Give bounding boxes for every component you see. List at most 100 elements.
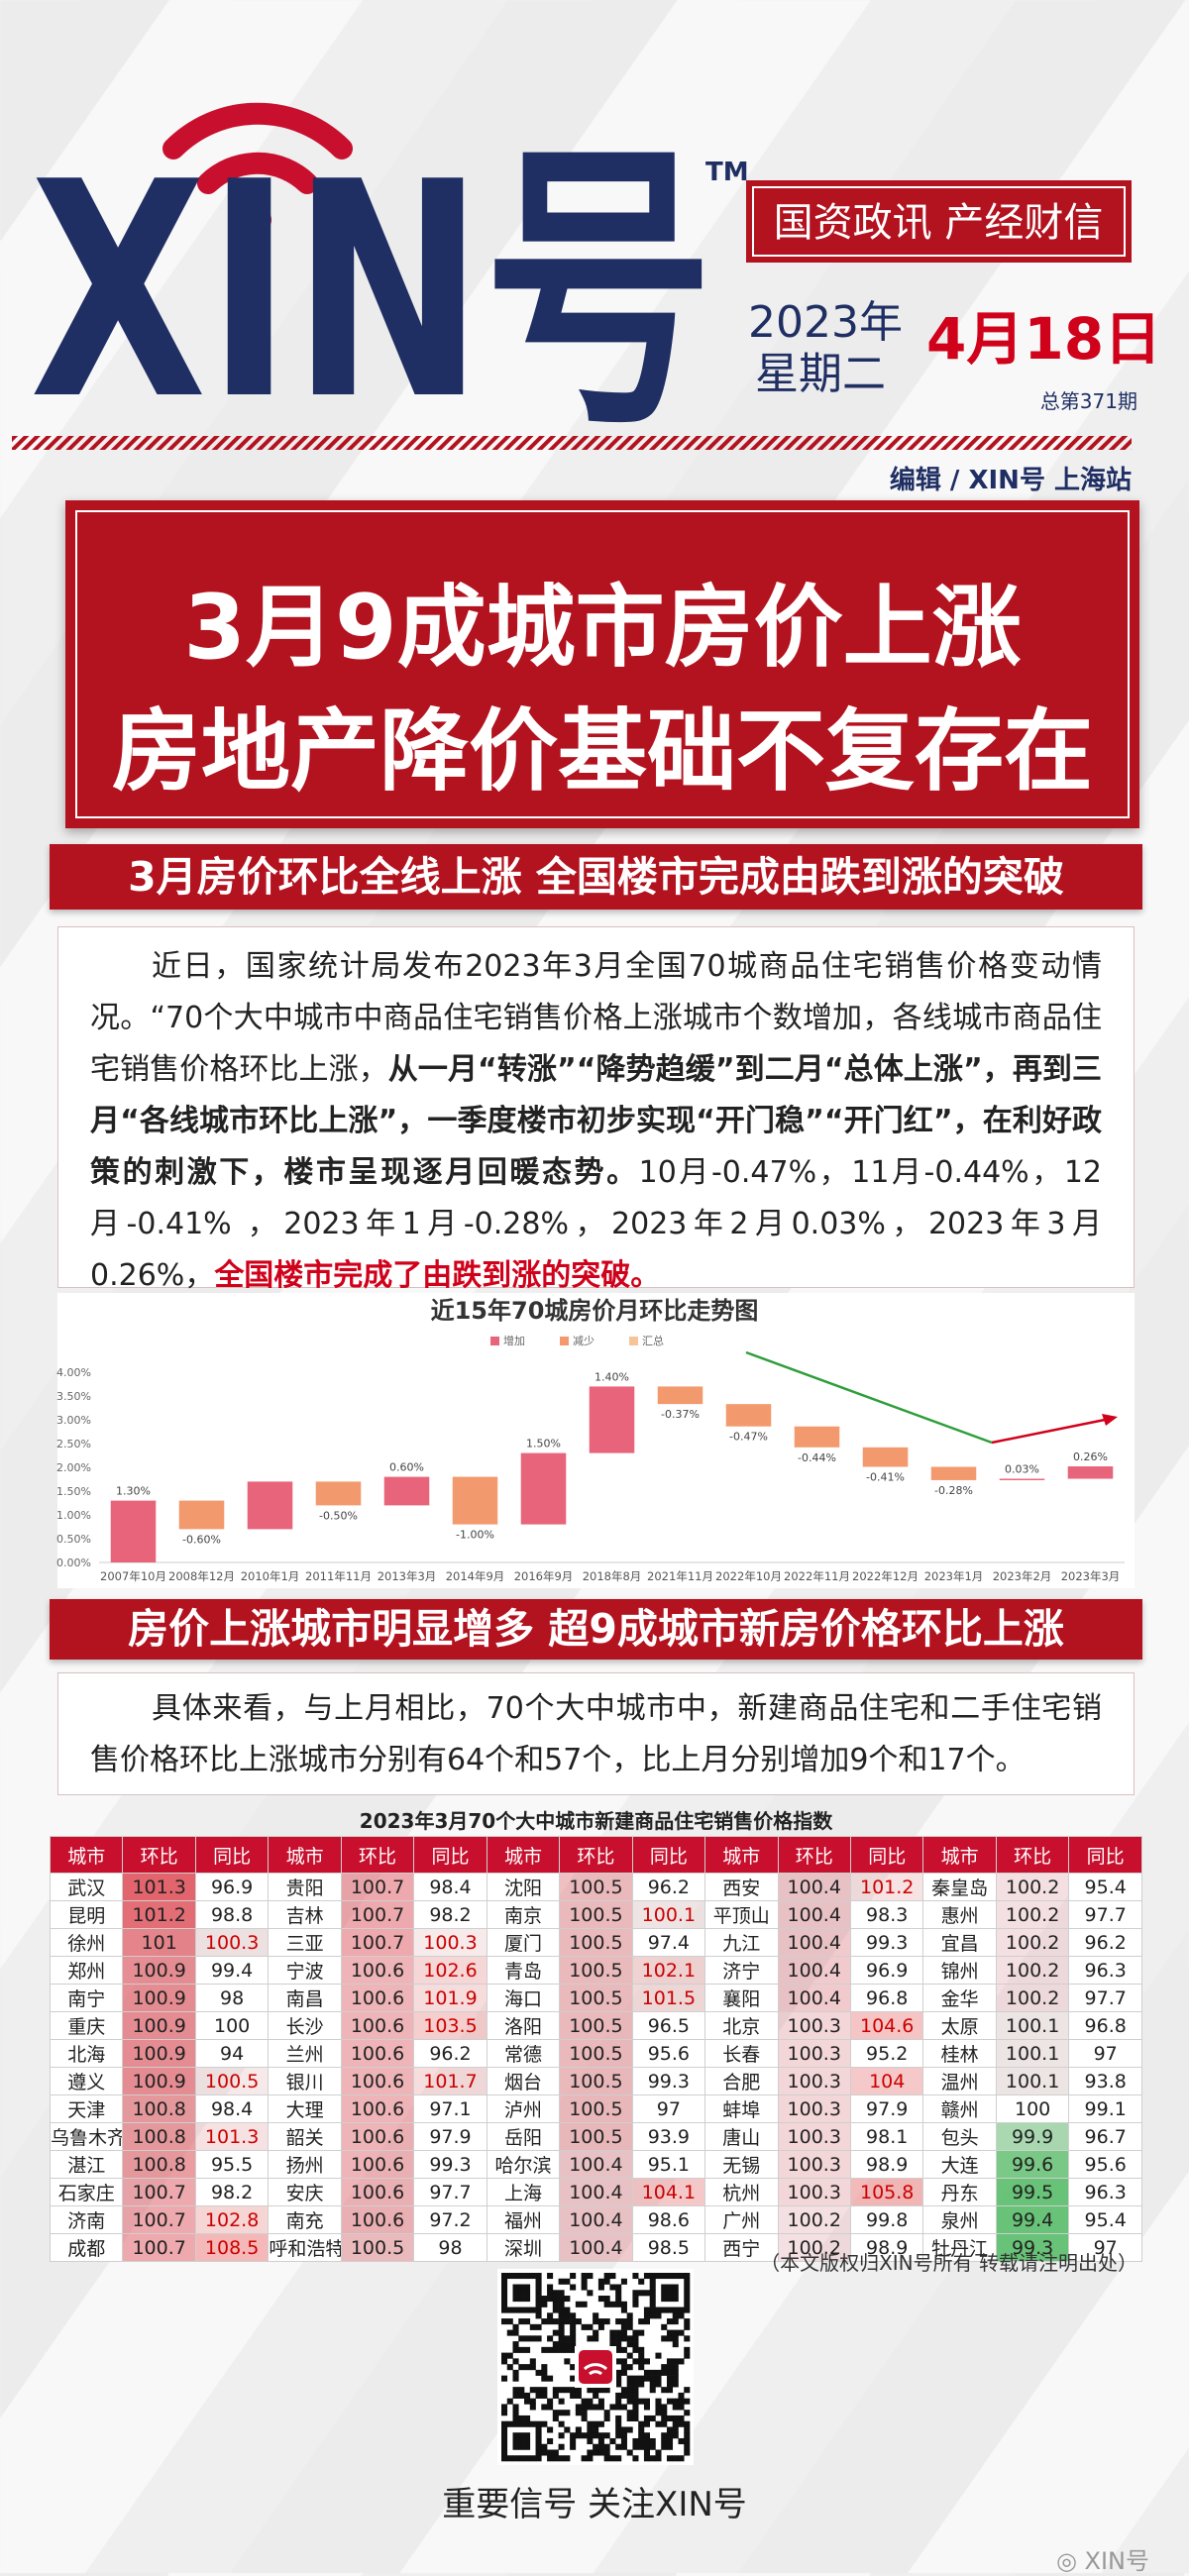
copyright: （本文版权归XIN号所有 转载请注明出处）	[760, 2251, 1137, 2275]
table-cell: 98.2	[194, 2178, 270, 2206]
bar	[315, 1481, 362, 1506]
table-cell: 洛阳	[486, 2011, 561, 2040]
table-cell: 100.8	[122, 2122, 196, 2151]
x-tick-label: 2023年2月	[993, 1569, 1052, 1583]
y-tick-label: 1.00%	[56, 1509, 91, 1522]
x-tick-label: 2023年3月	[1061, 1569, 1121, 1583]
table-cell: 101.7	[413, 2067, 487, 2095]
value-label: -0.47%	[729, 1431, 768, 1444]
x-tick-label: 2007年10月	[100, 1569, 166, 1583]
table-cell: 昆明	[49, 1900, 124, 1929]
table-cell: 98.4	[413, 1873, 487, 1901]
table-cell: 锦州	[922, 1956, 997, 1985]
table-cell: 100.6	[340, 2150, 415, 2179]
header-cell: 城市	[268, 1836, 342, 1874]
table-cell: 95.6	[631, 2039, 706, 2068]
table-cell: 金华	[922, 1984, 997, 2012]
bar	[589, 1386, 635, 1453]
table-cell: 101.2	[122, 1900, 196, 1929]
table-cell: 常德	[486, 2039, 561, 2068]
table-cell: 南京	[486, 1900, 561, 1929]
slogan-box	[746, 180, 1132, 263]
table-cell: 岳阳	[486, 2122, 561, 2151]
table-cell: 97.2	[413, 2205, 487, 2234]
table-cell: 100.1	[631, 1900, 706, 1929]
table-cell: 100.2	[995, 1873, 1070, 1901]
paragraph: 具体来看，与上月相比，70个大中城市中，新建商品住宅和二手住宅销售价格环比上涨城…	[57, 1672, 1135, 1795]
table-cell: 96.9	[849, 1956, 924, 1985]
table-cell: 遵义	[49, 2067, 124, 2095]
table-row: 天津 100.8 98.4 大理 100.6 97.1 泸州 100.5 97 蚌埠 100.3 97…	[49, 2094, 1142, 2123]
bar	[999, 1478, 1045, 1480]
table-cell: 99.4	[995, 2205, 1070, 2234]
table-cell: 襄阳	[704, 1984, 779, 2012]
table-row: 武汉 101.3 96.9 贵阳 100.7 98.4 沈阳 100.5 96.2 西安 100.4…	[49, 1873, 1142, 1901]
value-label: -0.28%	[934, 1484, 973, 1497]
table-cell: 西安	[704, 1873, 779, 1901]
table-cell: 100.2	[777, 2233, 851, 2262]
table-cell: 93.8	[1068, 2067, 1142, 2095]
table-row: 成都 100.7 108.5 呼和浩特 100.5 98 深圳 100.4 98.5 西宁 100.…	[49, 2233, 1142, 2262]
header-cell: 环比	[995, 1836, 1070, 1874]
header-cell: 城市	[486, 1836, 561, 1874]
header-cell: 城市	[704, 1836, 779, 1874]
table-cell: 合肥	[704, 2067, 779, 2095]
table-cell: 南昌	[268, 1984, 342, 2012]
table-row: 乌鲁木齐 100.8 101.3 韶关 100.6 97.9 岳阳 100.5 93.9 唐山 10…	[49, 2122, 1142, 2151]
x-tick-label: 2022年11月	[784, 1569, 850, 1583]
chart-title: 近15年70城房价月环比走势图	[431, 1297, 759, 1325]
x-tick-label: 2010年1月	[241, 1569, 300, 1583]
table-cell: 104	[849, 2067, 924, 2095]
bar	[247, 1481, 293, 1530]
table-cell: 郑州	[49, 1956, 124, 1985]
table-cell: 济宁	[704, 1956, 779, 1985]
table-cell: 96.3	[1068, 1956, 1142, 1985]
table-cell: 100.8	[122, 2094, 196, 2123]
table-cell: 惠州	[922, 1900, 997, 1929]
section-title: 房价上涨城市明显增多 超9成城市新房价格环比上涨	[50, 1599, 1142, 1660]
table-cell: 平顶山	[704, 1900, 779, 1929]
table-cell: 100.5	[340, 2233, 415, 2262]
table-cell: 98.2	[413, 1900, 487, 1929]
footer-slogan: 重要信号 关注XIN号	[442, 2485, 747, 2524]
y-tick-label: 0.50%	[56, 1533, 91, 1546]
trend-arrow	[991, 1417, 1111, 1445]
table-cell: 100.5	[194, 2067, 270, 2095]
table-cell: 96.8	[1068, 2011, 1142, 2040]
table-title: 2023年3月70个大中城市新建商品住宅销售价格指数	[359, 1809, 833, 1833]
table-cell: 100.4	[559, 2233, 633, 2262]
table-cell: 100.3	[777, 2094, 851, 2123]
table-cell: 蚌埠	[704, 2094, 779, 2123]
table-cell: 100.9	[122, 2039, 196, 2068]
table-cell: 96.2	[1068, 1928, 1142, 1957]
table-cell: 100.5	[559, 2067, 633, 2095]
table-cell: 97.9	[849, 2094, 924, 2123]
table-cell: 96.7	[1068, 2122, 1142, 2151]
table-cell: 105.8	[849, 2178, 924, 2206]
value-label: -0.41%	[866, 1471, 905, 1484]
x-tick-label: 2021年11月	[647, 1569, 713, 1583]
table-cell: 三亚	[268, 1928, 342, 1957]
table-cell: 97.4	[631, 1928, 706, 1957]
wifi-icon	[162, 102, 353, 234]
table-cell: 100.8	[122, 2150, 196, 2179]
table-cell: 大连	[922, 2150, 997, 2179]
table-cell: 太原	[922, 2011, 997, 2040]
table-cell: 100.6	[340, 1956, 415, 1985]
table-cell: 100.2	[777, 2205, 851, 2234]
x-tick-label: 2008年12月	[168, 1569, 235, 1583]
table-cell: 100.6	[340, 2122, 415, 2151]
table-cell: 徐州	[49, 1928, 124, 1957]
section-title: 3月房价环比全线上涨 全国楼市完成由跌到涨的突破	[50, 844, 1142, 910]
table-cell: 长春	[704, 2039, 779, 2068]
header-cell: 环比	[777, 1836, 851, 1874]
header-cell: 环比	[340, 1836, 415, 1874]
watermark: ◎ XIN号	[1055, 2547, 1149, 2575]
table-cell: 99.3	[849, 1928, 924, 1957]
table-cell: 99.4	[194, 1956, 270, 1985]
table-cell: 厦门	[486, 1928, 561, 1957]
value-label: 1.50%	[526, 1438, 561, 1450]
value-label: 1.30%	[116, 1485, 151, 1498]
legend-swatch	[560, 1337, 569, 1345]
table-cell: 108.5	[194, 2233, 270, 2262]
